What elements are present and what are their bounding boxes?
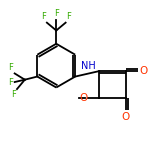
Text: F: F [54,9,59,18]
Text: O: O [122,112,130,122]
Text: F: F [11,90,16,99]
Text: O: O [79,93,87,103]
Text: F: F [41,12,46,21]
Text: F: F [9,63,13,72]
Text: NH: NH [81,61,96,72]
Text: O: O [139,66,148,76]
Text: F: F [8,78,13,87]
Text: F: F [66,12,71,21]
